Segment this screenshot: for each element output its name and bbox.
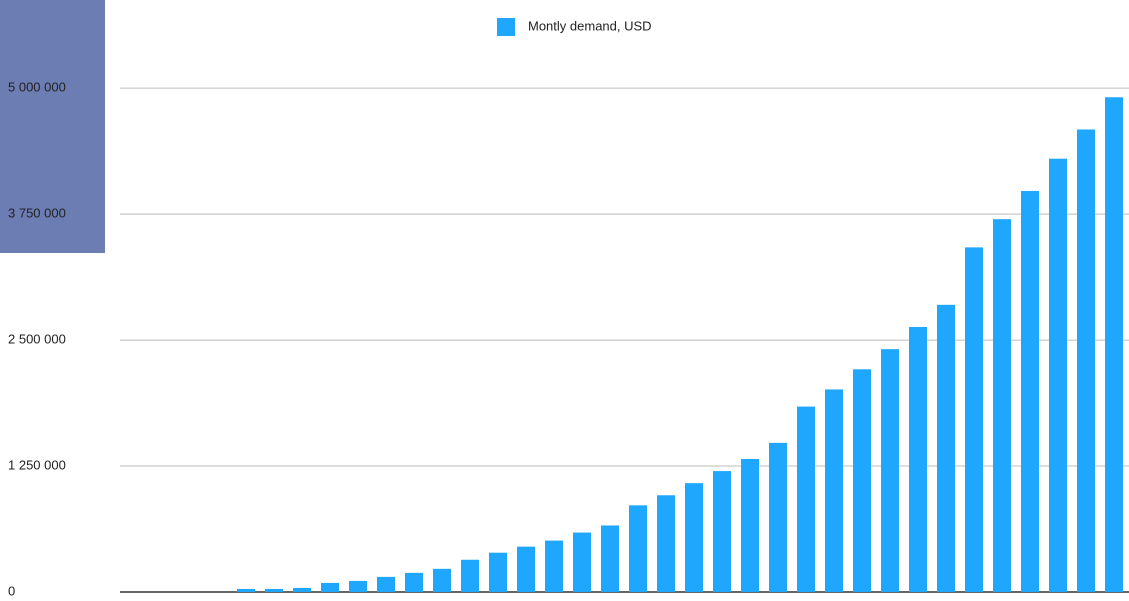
bar — [321, 582, 339, 592]
y-tick-label: 3 750 000 — [8, 206, 66, 221]
bar — [909, 326, 927, 592]
bar — [741, 458, 759, 592]
bar — [573, 532, 591, 592]
bar — [489, 552, 507, 592]
bar — [237, 588, 255, 592]
bar — [657, 495, 675, 592]
bar — [433, 568, 451, 592]
legend-label: Montly demand, USD — [528, 18, 652, 33]
y-tick-label: 0 — [8, 583, 15, 598]
bar — [377, 576, 395, 592]
side-panel — [0, 0, 105, 253]
y-tick-label: 2 500 000 — [8, 332, 66, 347]
bar — [545, 540, 563, 592]
bar — [265, 588, 283, 592]
bar — [405, 572, 423, 592]
y-tick-label: 5 000 000 — [8, 80, 66, 95]
bar — [713, 471, 731, 592]
y-tick-label: 1 250 000 — [8, 457, 66, 472]
bar — [993, 219, 1011, 592]
legend-swatch — [497, 18, 515, 36]
bar — [293, 587, 311, 592]
bar — [937, 304, 955, 592]
bar — [853, 369, 871, 592]
bar — [825, 389, 843, 592]
bar — [685, 483, 703, 592]
bar — [965, 247, 983, 592]
bar — [1077, 129, 1095, 592]
bar — [461, 559, 479, 592]
bar — [349, 580, 367, 592]
bar — [1021, 190, 1039, 593]
bar — [797, 406, 815, 592]
bar — [517, 546, 535, 592]
bar — [1049, 158, 1067, 592]
bar — [629, 505, 647, 592]
bar — [881, 349, 899, 592]
bar — [1105, 97, 1123, 593]
bar — [769, 442, 787, 592]
bar — [601, 525, 619, 592]
